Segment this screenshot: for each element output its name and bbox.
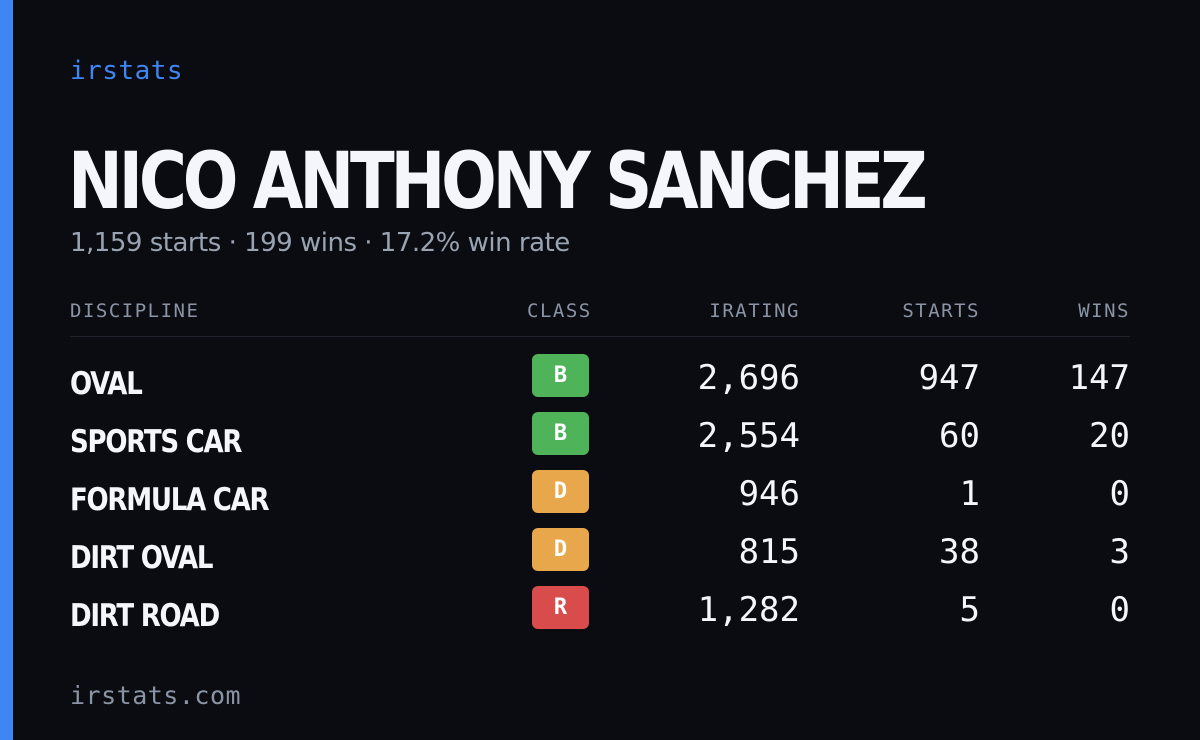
- table-row: FORMULA CAR D 946 1 0: [70, 466, 1130, 524]
- header-starts: STARTS: [902, 300, 980, 322]
- irating-value: 2,554: [697, 416, 800, 456]
- table-row: OVAL B 2,696 947 147: [70, 350, 1130, 408]
- discipline-name: FORMULA CAR: [70, 482, 270, 518]
- table-row: DIRT ROAD R 1,282 5 0: [70, 582, 1130, 640]
- class-badge: B: [532, 412, 589, 455]
- starts-value: 38: [939, 532, 980, 572]
- header-discipline: DISCIPLINE: [70, 300, 200, 322]
- discipline-table: OVAL B 2,696 947 147 SPORTS CAR B 2,554 …: [70, 350, 1130, 640]
- irating-value: 1,282: [697, 590, 800, 630]
- wins-value: 3: [1109, 532, 1130, 572]
- header-class: CLASS: [527, 300, 592, 322]
- header-irating: IRATING: [709, 300, 800, 322]
- table-row: DIRT OVAL D 815 38 3: [70, 524, 1130, 582]
- driver-name: NICO ANTHONY SANCHEZ: [68, 137, 928, 227]
- wins-value: 0: [1109, 474, 1130, 514]
- discipline-name: OVAL: [70, 366, 143, 402]
- starts-value: 1: [959, 474, 980, 514]
- irating-value: 946: [738, 474, 800, 514]
- wins-value: 20: [1089, 416, 1130, 456]
- header-wins: WINS: [1078, 300, 1130, 322]
- discipline-name: DIRT OVAL: [70, 540, 214, 576]
- class-badge: B: [532, 354, 589, 397]
- driver-summary: 1,159 starts · 199 wins · 17.2% win rate: [70, 228, 570, 258]
- discipline-name: DIRT ROAD: [70, 598, 220, 634]
- brand-logo-text: irstats: [70, 56, 184, 86]
- discipline-name: SPORTS CAR: [70, 424, 242, 460]
- irating-value: 815: [738, 532, 800, 572]
- accent-bar: [0, 0, 13, 740]
- starts-value: 60: [939, 416, 980, 456]
- starts-value: 947: [918, 358, 980, 398]
- class-badge: R: [532, 586, 589, 629]
- irating-value: 2,696: [697, 358, 800, 398]
- wins-value: 0: [1109, 590, 1130, 630]
- class-badge: D: [532, 528, 589, 571]
- starts-value: 5: [959, 590, 980, 630]
- class-badge: D: [532, 470, 589, 513]
- table-row: SPORTS CAR B 2,554 60 20: [70, 408, 1130, 466]
- wins-value: 147: [1068, 358, 1130, 398]
- table-header: DISCIPLINE CLASS IRATING STARTS WINS: [70, 300, 1130, 337]
- footer-url: irstats.com: [70, 681, 242, 710]
